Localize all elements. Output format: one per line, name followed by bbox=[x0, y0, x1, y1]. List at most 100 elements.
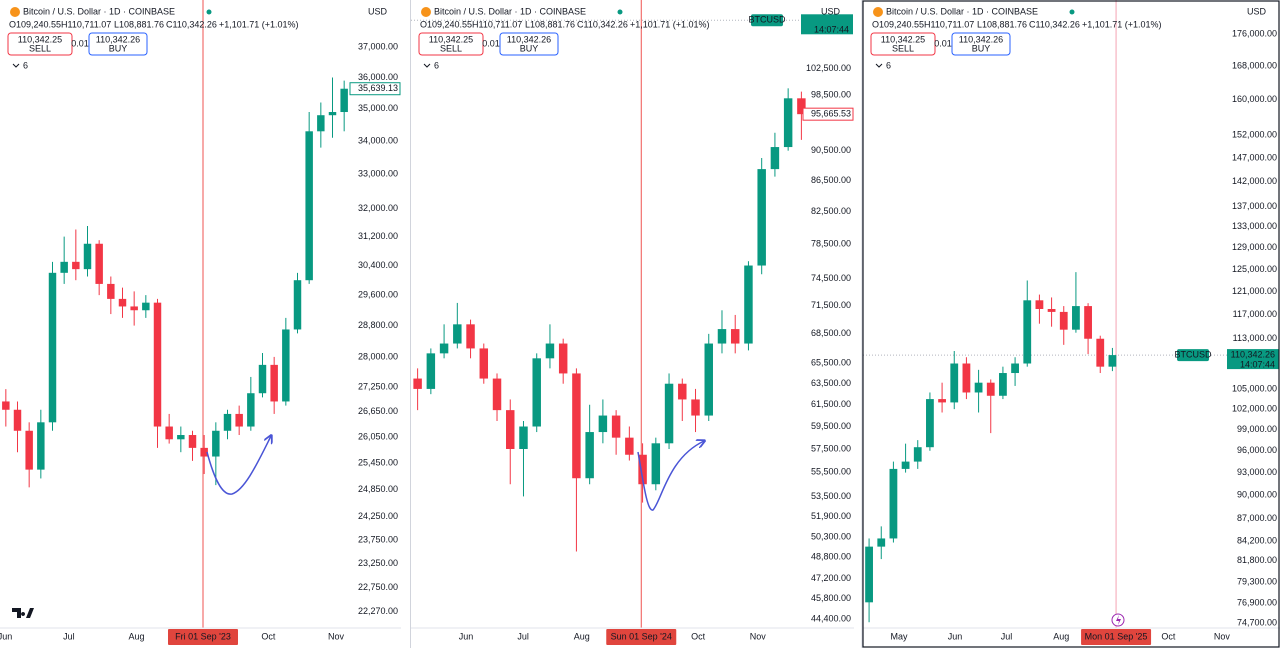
candle-body bbox=[118, 298, 127, 307]
pane: 102,500.00 98,500.00 90,500.00 86,500.00 82,… bbox=[411, 0, 854, 645]
spread: 0.01 bbox=[71, 38, 89, 48]
candle-body bbox=[974, 382, 983, 393]
candle-body bbox=[938, 399, 946, 403]
y-tick-label: 23,250.00 bbox=[358, 558, 398, 568]
y-tick-label: 48,800.00 bbox=[811, 551, 851, 561]
x-tick-label: Oct bbox=[261, 631, 276, 641]
y-tick-label: 133,000.00 bbox=[1232, 221, 1277, 231]
candle-body bbox=[519, 426, 528, 449]
y-tick-label: 129,000.00 bbox=[1232, 242, 1277, 252]
candle-body bbox=[13, 409, 22, 431]
y-tick-label: 99,000.00 bbox=[1237, 424, 1277, 434]
candle-body bbox=[889, 468, 898, 539]
x-tick-label: Nov bbox=[328, 631, 345, 641]
candle-body bbox=[212, 430, 220, 457]
y-tick-label: 121,000.00 bbox=[1232, 286, 1277, 296]
candle-body bbox=[926, 399, 934, 448]
date-marker-box bbox=[1081, 629, 1152, 645]
y-tick-label: 76,900.00 bbox=[1237, 598, 1277, 608]
ohlc-value: L108,881.76 bbox=[525, 19, 575, 29]
ohlc-value: C110,342.26 bbox=[166, 19, 217, 29]
candle-body bbox=[638, 454, 647, 485]
x-tick-label: Aug bbox=[574, 631, 590, 641]
candle-body bbox=[625, 437, 634, 455]
market-status bbox=[617, 9, 623, 15]
alert-icon[interactable] bbox=[1111, 613, 1125, 627]
y-tick-label: 45,800.00 bbox=[811, 593, 851, 603]
candle-body bbox=[439, 343, 449, 354]
candle-body bbox=[651, 443, 661, 485]
candle-body bbox=[704, 343, 713, 416]
symbol-tag-box bbox=[751, 14, 783, 27]
ohlc-value: +1,101.71 (+1.01%) bbox=[219, 19, 299, 29]
spread: 0.01 bbox=[482, 38, 500, 48]
y-tick-label: 31,200.00 bbox=[358, 231, 398, 241]
buy-price: 110,342.26 bbox=[959, 34, 1003, 44]
x-tick-label: Aug bbox=[128, 631, 144, 641]
y-tick-label: 125,000.00 bbox=[1232, 264, 1277, 274]
buy-price: 110,342.26 bbox=[507, 34, 551, 44]
candle-body bbox=[72, 261, 80, 270]
candle-body bbox=[340, 88, 348, 113]
candle-body bbox=[717, 329, 727, 344]
y-tick-label: 152,000.00 bbox=[1232, 129, 1277, 139]
candle-body bbox=[506, 410, 515, 449]
market-status bbox=[1069, 9, 1075, 15]
candle-body bbox=[142, 302, 150, 311]
sell-button[interactable] bbox=[870, 32, 936, 56]
buy-button[interactable] bbox=[88, 32, 148, 56]
candle-body bbox=[282, 329, 290, 402]
y-tick-label: 24,850.00 bbox=[358, 484, 398, 494]
candle-body bbox=[1047, 308, 1056, 312]
candle-body bbox=[572, 373, 581, 479]
candle-body bbox=[783, 98, 793, 148]
y-tick-label: 82,500.00 bbox=[811, 206, 851, 216]
y-tick-label: 74,700.00 bbox=[1237, 618, 1277, 628]
sell-label: SELL bbox=[440, 43, 462, 53]
y-tick-label: 68,500.00 bbox=[811, 328, 851, 338]
candle-body bbox=[25, 430, 33, 470]
y-tick-label: 37,000.00 bbox=[358, 41, 398, 51]
y-tick-label: 30,400.00 bbox=[358, 260, 398, 270]
buy-button[interactable] bbox=[951, 32, 1011, 56]
sell-button[interactable] bbox=[7, 32, 73, 56]
y-tick-label: 63,500.00 bbox=[811, 378, 851, 388]
date-marker-box bbox=[168, 629, 238, 645]
candle-body bbox=[37, 422, 45, 470]
y-tick-label: 74,500.00 bbox=[811, 273, 851, 283]
sell-button[interactable] bbox=[418, 32, 484, 56]
candle-body bbox=[691, 399, 700, 416]
y-tick-label: 25,450.00 bbox=[358, 457, 398, 467]
ohlc-value: O109,240.55 bbox=[872, 19, 924, 29]
y-tick-label: 90,500.00 bbox=[811, 145, 851, 155]
y-tick-label: 105,000.00 bbox=[1232, 384, 1277, 394]
x-tick-label: Nov bbox=[1214, 631, 1231, 641]
candle-body bbox=[901, 461, 910, 469]
buy-button[interactable] bbox=[499, 32, 559, 56]
y-tick-label: 32,000.00 bbox=[358, 203, 398, 213]
candle-body bbox=[270, 364, 278, 402]
candle-body bbox=[305, 131, 313, 281]
candle-body bbox=[223, 413, 232, 431]
candle-body bbox=[913, 447, 922, 462]
ohlc-value: +1,101.71 (+1.01%) bbox=[1082, 19, 1162, 29]
y-tick-label: 22,750.00 bbox=[358, 582, 398, 592]
candle-body bbox=[453, 324, 462, 344]
candle-body bbox=[797, 98, 806, 115]
y-tick-label: 35,000.00 bbox=[358, 103, 398, 113]
candle-body bbox=[962, 363, 971, 393]
candle-body bbox=[678, 383, 687, 400]
y-tick-label: 22,270.00 bbox=[358, 606, 398, 616]
candle-body bbox=[1108, 355, 1117, 367]
candle-body bbox=[130, 306, 138, 311]
y-tick-label: 84,200.00 bbox=[1237, 535, 1277, 545]
candle-body bbox=[293, 280, 302, 330]
price-tag-time: 14:07:44 bbox=[814, 25, 849, 35]
candle-body bbox=[558, 343, 568, 374]
candle-body bbox=[107, 283, 115, 299]
sell-price: 110,342.25 bbox=[881, 34, 925, 44]
x-tick-label: Jul bbox=[1001, 631, 1013, 641]
candle-body bbox=[585, 432, 594, 479]
ohlc-value: L108,881.76 bbox=[977, 19, 1027, 29]
